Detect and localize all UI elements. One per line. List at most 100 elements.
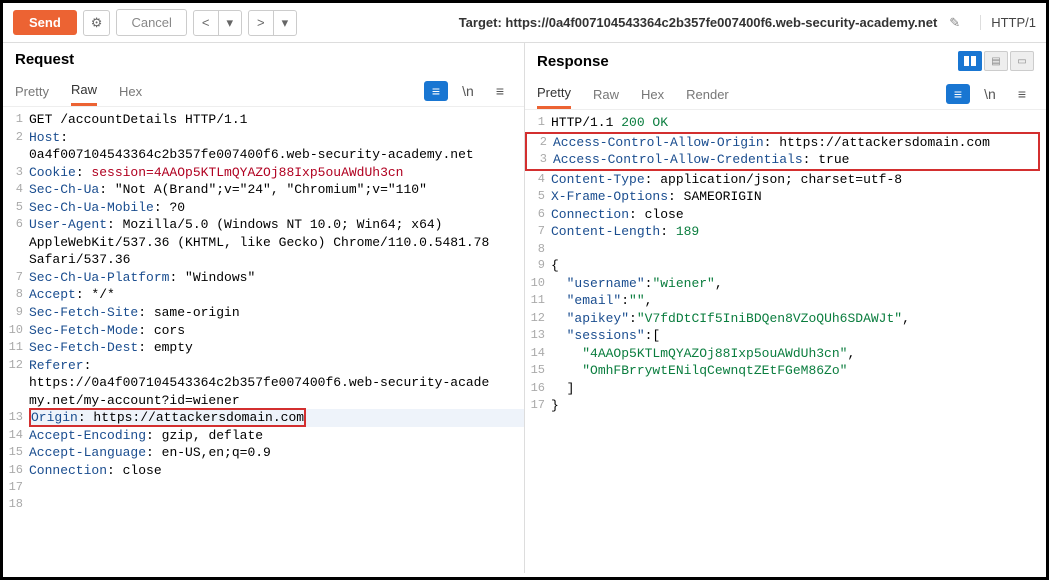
code-line: 4Sec-Ch-Ua: "Not A(Brand";v="24", "Chrom… (3, 181, 524, 199)
highlight-box: Origin: https://attackersdomain.com (29, 408, 306, 427)
history-forward-menu[interactable]: ▾ (273, 10, 298, 36)
wrap-icon: ≡ (432, 83, 440, 99)
line-content (29, 496, 524, 512)
code-line: 5X-Frame-Options: SAMEORIGIN (525, 188, 1046, 206)
line-content: Safari/537.36 (29, 251, 524, 269)
layout-tabs-button[interactable]: ▭ (1010, 51, 1034, 71)
wrap-icon: ≡ (954, 86, 962, 102)
request-editor[interactable]: 1GET /accountDetails HTTP/1.12Host: 0a4f… (3, 107, 524, 573)
code-line: 16 ] (525, 380, 1046, 398)
line-number: 1 (525, 114, 551, 132)
code-line: 17 (3, 479, 524, 495)
gear-icon: ⚙ (91, 15, 103, 30)
response-viewer[interactable]: 1HTTP/1.1 200 OK2Access-Control-Allow-Or… (525, 110, 1046, 573)
line-content: https://0a4f007104543364c2b357fe007400f6… (29, 374, 524, 392)
line-content: Cookie: session=4AAOp5KTLmQYAZOj88Ixp5ou… (29, 164, 524, 182)
layout-rows-button[interactable]: ▤ (984, 51, 1008, 71)
line-content: Referer: (29, 357, 524, 375)
edit-target-button[interactable]: ✎ (943, 15, 966, 31)
code-line: 12 "apikey":"V7fdDtCIf5IniBDQen8VZoQUh6S… (525, 310, 1046, 328)
tabs-icon: ▭ (1017, 56, 1026, 67)
line-number (3, 374, 29, 392)
code-line: 7Sec-Ch-Ua-Platform: "Windows" (3, 269, 524, 287)
wrap-button[interactable]: ≡ (424, 81, 448, 101)
line-content: Accept-Language: en-US,en;q=0.9 (29, 444, 524, 462)
menu-button[interactable]: ≡ (1010, 84, 1034, 104)
newline-icon: \n (984, 86, 996, 102)
tab-raw[interactable]: Raw (71, 76, 97, 106)
line-number: 15 (3, 444, 29, 462)
response-pane: Response ▤ ▭ Pretty Raw Hex Render ≡ \n … (525, 43, 1046, 573)
line-number: 16 (3, 462, 29, 480)
line-number: 8 (525, 241, 551, 257)
caret-down-icon: ▾ (282, 15, 289, 30)
tab-pretty[interactable]: Pretty (15, 78, 49, 105)
tab-hex[interactable]: Hex (119, 78, 142, 105)
tab-hex[interactable]: Hex (641, 81, 664, 108)
code-line: 6User-Agent: Mozilla/5.0 (Windows NT 10.… (3, 216, 524, 234)
tab-render[interactable]: Render (686, 81, 729, 108)
line-number (3, 392, 29, 410)
line-content: my.net/my-account?id=wiener (29, 392, 524, 410)
line-content: Connection: close (29, 462, 524, 480)
line-number: 16 (525, 380, 551, 398)
line-number: 11 (3, 339, 29, 357)
code-line: 18 (3, 496, 524, 512)
request-tabs: Pretty Raw Hex ≡ \n ≡ (3, 68, 524, 107)
newline-icon: \n (462, 83, 474, 99)
line-number: 3 (527, 151, 553, 169)
newline-button[interactable]: \n (456, 81, 480, 101)
line-content (29, 479, 524, 495)
send-button[interactable]: Send (13, 10, 77, 35)
line-content: "apikey":"V7fdDtCIf5IniBDQen8VZoQUh6SDAW… (551, 310, 1046, 328)
line-number: 11 (525, 292, 551, 310)
history-back-button[interactable]: < (193, 10, 219, 36)
line-content: Accept-Encoding: gzip, deflate (29, 427, 524, 445)
line-number: 10 (3, 322, 29, 340)
newline-button[interactable]: \n (978, 84, 1002, 104)
history-forward-button[interactable]: > (248, 10, 274, 36)
cancel-button[interactable]: Cancel (116, 9, 186, 36)
line-number: 8 (3, 286, 29, 304)
code-line: https://0a4f007104543364c2b357fe007400f6… (3, 374, 524, 392)
chevron-left-icon: < (202, 15, 210, 30)
code-line: 2Host: (3, 129, 524, 147)
hamburger-icon: ≡ (1018, 86, 1026, 102)
code-line: 16Connection: close (3, 462, 524, 480)
line-content: "username":"wiener", (551, 275, 1046, 293)
code-line: 5Sec-Ch-Ua-Mobile: ?0 (3, 199, 524, 217)
line-number: 18 (3, 496, 29, 512)
pencil-icon: ✎ (949, 15, 960, 30)
line-content: Host: (29, 129, 524, 147)
line-content: User-Agent: Mozilla/5.0 (Windows NT 10.0… (29, 216, 524, 234)
history-back-menu[interactable]: ▾ (218, 10, 243, 36)
line-content: Sec-Fetch-Site: same-origin (29, 304, 524, 322)
wrap-button[interactable]: ≡ (946, 84, 970, 104)
tab-pretty[interactable]: Pretty (537, 79, 571, 109)
line-content: { (551, 257, 1046, 275)
response-tabs: Pretty Raw Hex Render ≡ \n ≡ (525, 71, 1046, 110)
line-content: "email":"", (551, 292, 1046, 310)
tab-raw[interactable]: Raw (593, 81, 619, 108)
hamburger-icon: ≡ (496, 83, 504, 99)
line-content: AppleWebKit/537.36 (KHTML, like Gecko) C… (29, 234, 524, 252)
line-content: "OmhFBrrywtENilqCewnqtZEtFGeM86Zo" (551, 362, 1046, 380)
history-forward-group: > ▾ (248, 10, 297, 36)
line-number: 17 (3, 479, 29, 495)
line-number: 1 (3, 111, 29, 129)
line-number: 9 (3, 304, 29, 322)
layout-buttons: ▤ ▭ (958, 51, 1034, 71)
layout-columns-button[interactable] (958, 51, 982, 71)
code-line: AppleWebKit/537.36 (KHTML, like Gecko) C… (3, 234, 524, 252)
line-content: Access-Control-Allow-Credentials: true (553, 151, 1038, 169)
code-line: 15 "OmhFBrrywtENilqCewnqtZEtFGeM86Zo" (525, 362, 1046, 380)
line-number: 14 (3, 427, 29, 445)
line-number: 6 (525, 206, 551, 224)
line-content: Connection: close (551, 206, 1046, 224)
settings-button[interactable]: ⚙ (83, 10, 111, 36)
history-back-group: < ▾ (193, 10, 242, 36)
line-number (3, 234, 29, 252)
menu-button[interactable]: ≡ (488, 81, 512, 101)
line-content: "4AAOp5KTLmQYAZOj88Ixp5ouAWdUh3cn", (551, 345, 1046, 363)
code-line: 10Sec-Fetch-Mode: cors (3, 322, 524, 340)
